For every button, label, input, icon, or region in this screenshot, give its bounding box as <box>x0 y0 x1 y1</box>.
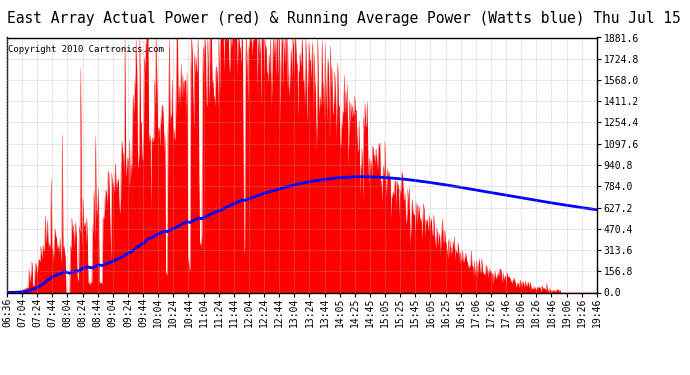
Text: Copyright 2010 Cartronics.com: Copyright 2010 Cartronics.com <box>8 45 164 54</box>
Text: East Array Actual Power (red) & Running Average Power (Watts blue) Thu Jul 15 20: East Array Actual Power (red) & Running … <box>7 11 690 26</box>
